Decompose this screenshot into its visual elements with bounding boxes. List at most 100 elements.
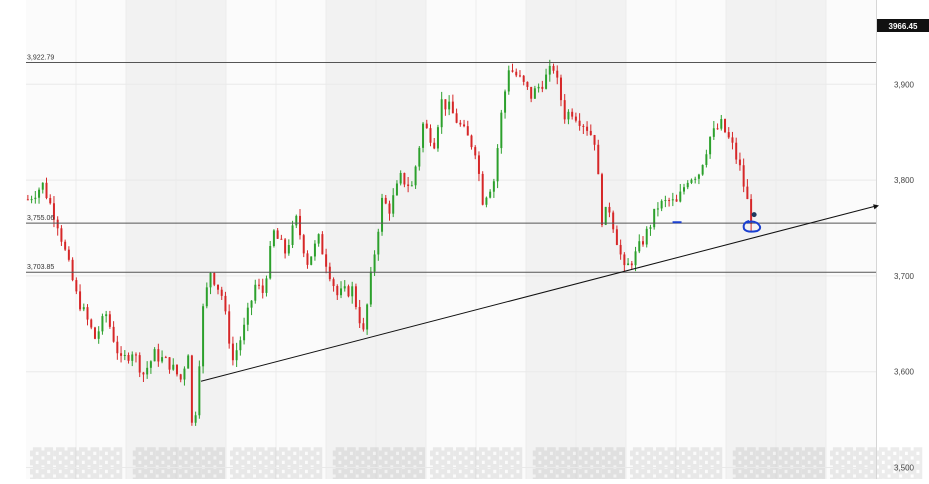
candle-body bbox=[172, 364, 175, 370]
candle-body bbox=[504, 91, 507, 113]
candle bbox=[101, 313, 104, 335]
candle-body bbox=[716, 128, 719, 130]
candle bbox=[466, 120, 469, 136]
candle bbox=[82, 303, 85, 312]
candle-body bbox=[653, 208, 656, 228]
candle-body bbox=[265, 278, 268, 293]
candle bbox=[582, 124, 585, 134]
candle bbox=[146, 361, 149, 379]
candle-body bbox=[496, 148, 499, 182]
candle-body bbox=[310, 256, 313, 265]
candle bbox=[75, 277, 78, 295]
candle-body bbox=[52, 203, 55, 220]
candle-body bbox=[641, 241, 644, 245]
candle-body bbox=[466, 126, 469, 136]
candle-body bbox=[522, 75, 525, 82]
candle-body bbox=[392, 195, 395, 214]
candle bbox=[724, 118, 727, 134]
candle-body bbox=[593, 135, 596, 145]
candle bbox=[436, 124, 439, 152]
candle-body bbox=[448, 101, 451, 110]
candle bbox=[149, 360, 152, 374]
candle bbox=[664, 195, 667, 208]
candle-body bbox=[284, 239, 287, 254]
candle bbox=[727, 127, 730, 139]
candle bbox=[93, 326, 96, 340]
candle bbox=[325, 248, 328, 274]
candle bbox=[280, 234, 283, 240]
candle-body bbox=[209, 272, 212, 288]
candle bbox=[258, 278, 261, 290]
candle-body bbox=[86, 307, 89, 320]
candle-body bbox=[377, 231, 380, 255]
candle-body bbox=[131, 354, 134, 361]
candle bbox=[26, 194, 29, 201]
candle-body bbox=[742, 165, 745, 187]
candle bbox=[205, 282, 208, 309]
candle-body bbox=[41, 182, 44, 190]
candle bbox=[597, 139, 600, 175]
candle-body bbox=[198, 366, 201, 416]
candle-body bbox=[254, 284, 257, 301]
candle bbox=[198, 360, 201, 419]
candle-body bbox=[388, 203, 391, 214]
candle bbox=[485, 196, 488, 208]
candle-body bbox=[190, 355, 193, 423]
candle bbox=[593, 134, 596, 151]
candle bbox=[545, 68, 548, 90]
candle bbox=[477, 151, 480, 182]
candle bbox=[537, 83, 540, 93]
candle-body bbox=[712, 128, 715, 137]
candle bbox=[194, 411, 197, 426]
candle-body bbox=[705, 154, 708, 165]
candle bbox=[683, 183, 686, 195]
candle-body bbox=[638, 241, 641, 252]
candle bbox=[287, 239, 290, 256]
candle-body bbox=[343, 286, 346, 289]
candle-body bbox=[630, 263, 633, 266]
candle bbox=[608, 202, 611, 218]
candle-body bbox=[235, 350, 238, 361]
candle-body bbox=[675, 199, 678, 202]
candle bbox=[332, 277, 335, 292]
candle-body bbox=[418, 147, 421, 167]
level-label: 3,703.85 bbox=[27, 264, 54, 271]
candle-body bbox=[526, 81, 529, 87]
candle bbox=[410, 181, 413, 187]
candle-body bbox=[261, 285, 264, 293]
candle bbox=[697, 173, 700, 185]
candle-body bbox=[738, 159, 741, 166]
candle bbox=[34, 190, 37, 204]
candle bbox=[474, 145, 477, 160]
candle bbox=[336, 284, 339, 300]
candle bbox=[742, 158, 745, 193]
candles bbox=[26, 59, 753, 426]
candle-body bbox=[627, 263, 630, 266]
y-tick-label: 3,900 bbox=[894, 80, 915, 89]
candle bbox=[321, 231, 324, 255]
candle-body bbox=[79, 291, 82, 310]
candle-body bbox=[381, 197, 384, 232]
candle bbox=[444, 99, 447, 116]
candle-body bbox=[541, 86, 544, 89]
candle-body bbox=[149, 361, 152, 368]
candle-body bbox=[694, 178, 697, 180]
candle-body bbox=[280, 238, 283, 240]
candle bbox=[269, 240, 272, 280]
candle bbox=[563, 94, 566, 124]
candle bbox=[317, 233, 320, 247]
candle bbox=[313, 240, 316, 261]
candle-body bbox=[93, 327, 96, 339]
candle bbox=[600, 172, 603, 228]
candle-body bbox=[384, 197, 387, 204]
candle-body bbox=[586, 126, 589, 131]
candle bbox=[720, 114, 723, 131]
candle-body bbox=[597, 144, 600, 175]
candle-body bbox=[272, 230, 275, 247]
candle-body bbox=[489, 191, 492, 198]
candle bbox=[302, 233, 305, 258]
candle bbox=[660, 199, 663, 212]
candle bbox=[381, 193, 384, 236]
candle bbox=[105, 310, 108, 323]
